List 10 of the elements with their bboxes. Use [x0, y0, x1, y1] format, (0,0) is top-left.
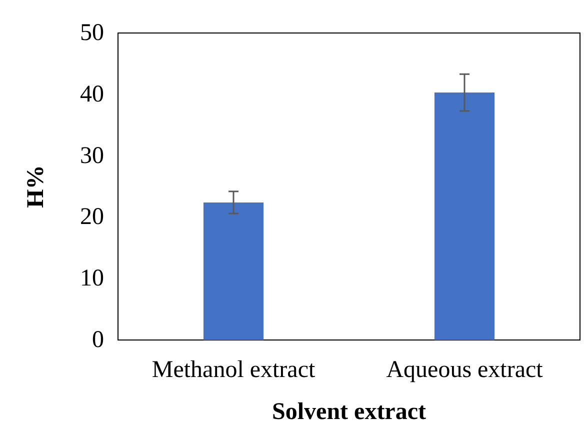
- x-tick-label: Methanol extract: [152, 357, 316, 383]
- y-axis-title: H%: [23, 165, 49, 208]
- y-tick-label: 10: [80, 266, 104, 292]
- y-tick-label: 40: [80, 81, 104, 108]
- y-tick-label: 50: [80, 20, 104, 46]
- y-tick-label: 0: [92, 327, 104, 353]
- y-tick-label: 30: [80, 142, 104, 169]
- x-tick-label: Aqueous extract: [386, 357, 544, 383]
- x-axis-title: Solvent extract: [272, 399, 426, 425]
- y-tick-label: 20: [80, 204, 104, 230]
